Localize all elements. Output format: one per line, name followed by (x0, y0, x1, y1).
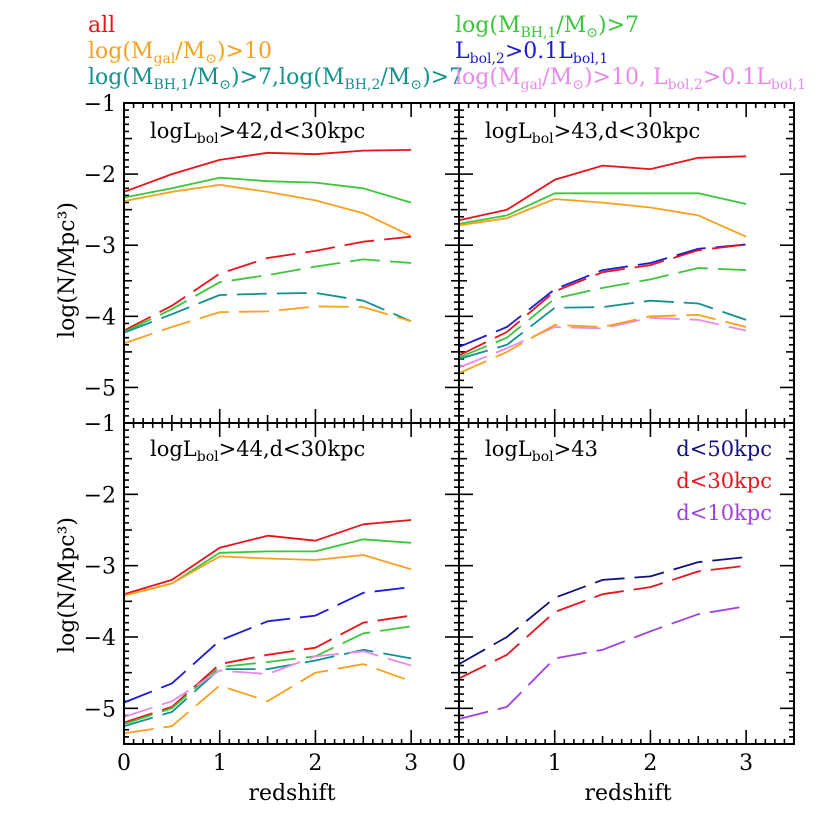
series-solid-log-m-bh-1-m-7 (458, 192, 747, 225)
x-tick-label: 1 (548, 751, 562, 776)
series-solid-log-m-bh-1-m-7 (123, 538, 412, 597)
series-solid-log-m-gal-m-10 (123, 554, 412, 597)
series-dashed-log-m-bh-1-m-7 (123, 625, 412, 725)
panel-frame (458, 422, 795, 745)
panel-title-bottom-left: logLbol>44,d<30kpc (150, 437, 365, 465)
y-tick-label: −4 (84, 305, 116, 330)
x-tick-label: 3 (404, 751, 418, 776)
series-dashed-d-50kpc (458, 556, 747, 665)
legend-mgal-lbol: log(Mgal/M⊙)>10, Lbol,2>0.1Lbol,1 (455, 65, 806, 93)
panel-frame (123, 422, 460, 745)
series-dashed-log-m-bh-1-m-7 (458, 267, 747, 359)
legend-all: all (88, 13, 115, 38)
x-axis-label-right: redshift (584, 781, 671, 806)
distance-legend-d10: d<10kpc (676, 501, 772, 525)
y-tick-label: −3 (84, 555, 116, 580)
plot-layer: −1 −2 −3 −4 −5 −1 −2 −3 −4 −5 0 1 2 3 0 1 2 3 (84, 92, 795, 776)
series-dashed-log-m-bh-1-m-7-log-m-bh-2-m-7 (458, 299, 747, 360)
panel-frame (458, 102, 795, 424)
legend-mgal: log(Mgal/M⊙)>10 (88, 39, 272, 67)
series-dashed-l-bol-2-0-1l-bol-1 (123, 586, 412, 704)
y-tick-label: −4 (84, 626, 116, 651)
series-solid-log-m-gal-m-10 (123, 183, 412, 237)
y-tick-label: −2 (84, 483, 116, 508)
y-axis-label-bottom: log(N/Mpc³) (55, 517, 80, 653)
distance-legend: d<50kpc d<30kpc d<10kpc (676, 437, 772, 525)
series-dashed-all (123, 235, 412, 332)
series-solid-all (458, 155, 747, 222)
y-tick-label: −5 (84, 697, 116, 722)
x-tick-label: 2 (643, 751, 657, 776)
series-dashed-d-10kpc (458, 605, 747, 720)
series-dashed-all (458, 243, 747, 357)
series-dashed-log-m-gal-m-10 (123, 663, 412, 735)
series-dashed-log-m-bh-1-m-7 (123, 258, 412, 333)
top-legend: all log(Mgal/M⊙)>10 log(MBH,1/M⊙)>7,log(… (88, 13, 806, 93)
series-dashed-log-m-gal-m-10 (123, 305, 412, 345)
series-dashed-log-m-bh-1-m-7-log-m-bh-2-m-7 (123, 291, 412, 334)
series-solid-log-m-gal-m-10 (458, 198, 747, 238)
x-tick-label: 3 (739, 751, 753, 776)
y-tick-label: −2 (84, 163, 116, 188)
y-tick-label: −3 (84, 234, 116, 259)
series-dashed-log-m-gal-m-10-l-bol-2-0-1l-bol-1 (123, 650, 412, 718)
x-tick-label: 0 (117, 751, 131, 776)
series-dashed-log-m-gal-m-10-l-bol-2-0-1l-bol-1 (458, 316, 747, 369)
legend-mbh-both: log(MBH,1/M⊙)>7,log(MBH,2/M⊙)>7 (88, 65, 463, 93)
series-solid-log-m-bh-1-m-7 (123, 176, 412, 204)
legend-lbol: Lbol,2>0.1Lbol,1 (455, 39, 608, 67)
series-dashed-log-m-bh-1-m-7-log-m-bh-2-m-7 (123, 648, 412, 728)
y-axis-label-top: log(N/Mpc³) (55, 202, 80, 338)
x-tick-label: 1 (213, 751, 227, 776)
distance-legend-d30: d<30kpc (676, 469, 772, 493)
x-tick-label: 0 (452, 751, 466, 776)
x-axis-label-left: redshift (248, 781, 335, 806)
panel-title-top-right: logLbol>43,d<30kpc (485, 119, 700, 147)
series-solid-all (123, 519, 412, 596)
series-dashed-l-bol-2-0-1l-bol-1 (458, 243, 747, 348)
series-solid-all (123, 149, 412, 193)
y-tick-label: −1 (84, 92, 116, 117)
y-tick-label: −1 (84, 412, 116, 437)
series-dashed-log-m-gal-m-10 (458, 313, 747, 375)
panel-title-top-left: logLbol>42,d<30kpc (150, 119, 365, 147)
panel-title-bottom-right: logLbol>43 (485, 437, 598, 465)
series-dashed-all (123, 614, 412, 724)
distance-legend-d50: d<50kpc (676, 437, 772, 461)
x-tick-label: 2 (308, 751, 322, 776)
legend-mbh1: log(MBH,1/M⊙)>7 (455, 13, 639, 41)
series-dashed-d-30kpc (458, 564, 747, 680)
y-tick-label: −5 (84, 376, 116, 401)
